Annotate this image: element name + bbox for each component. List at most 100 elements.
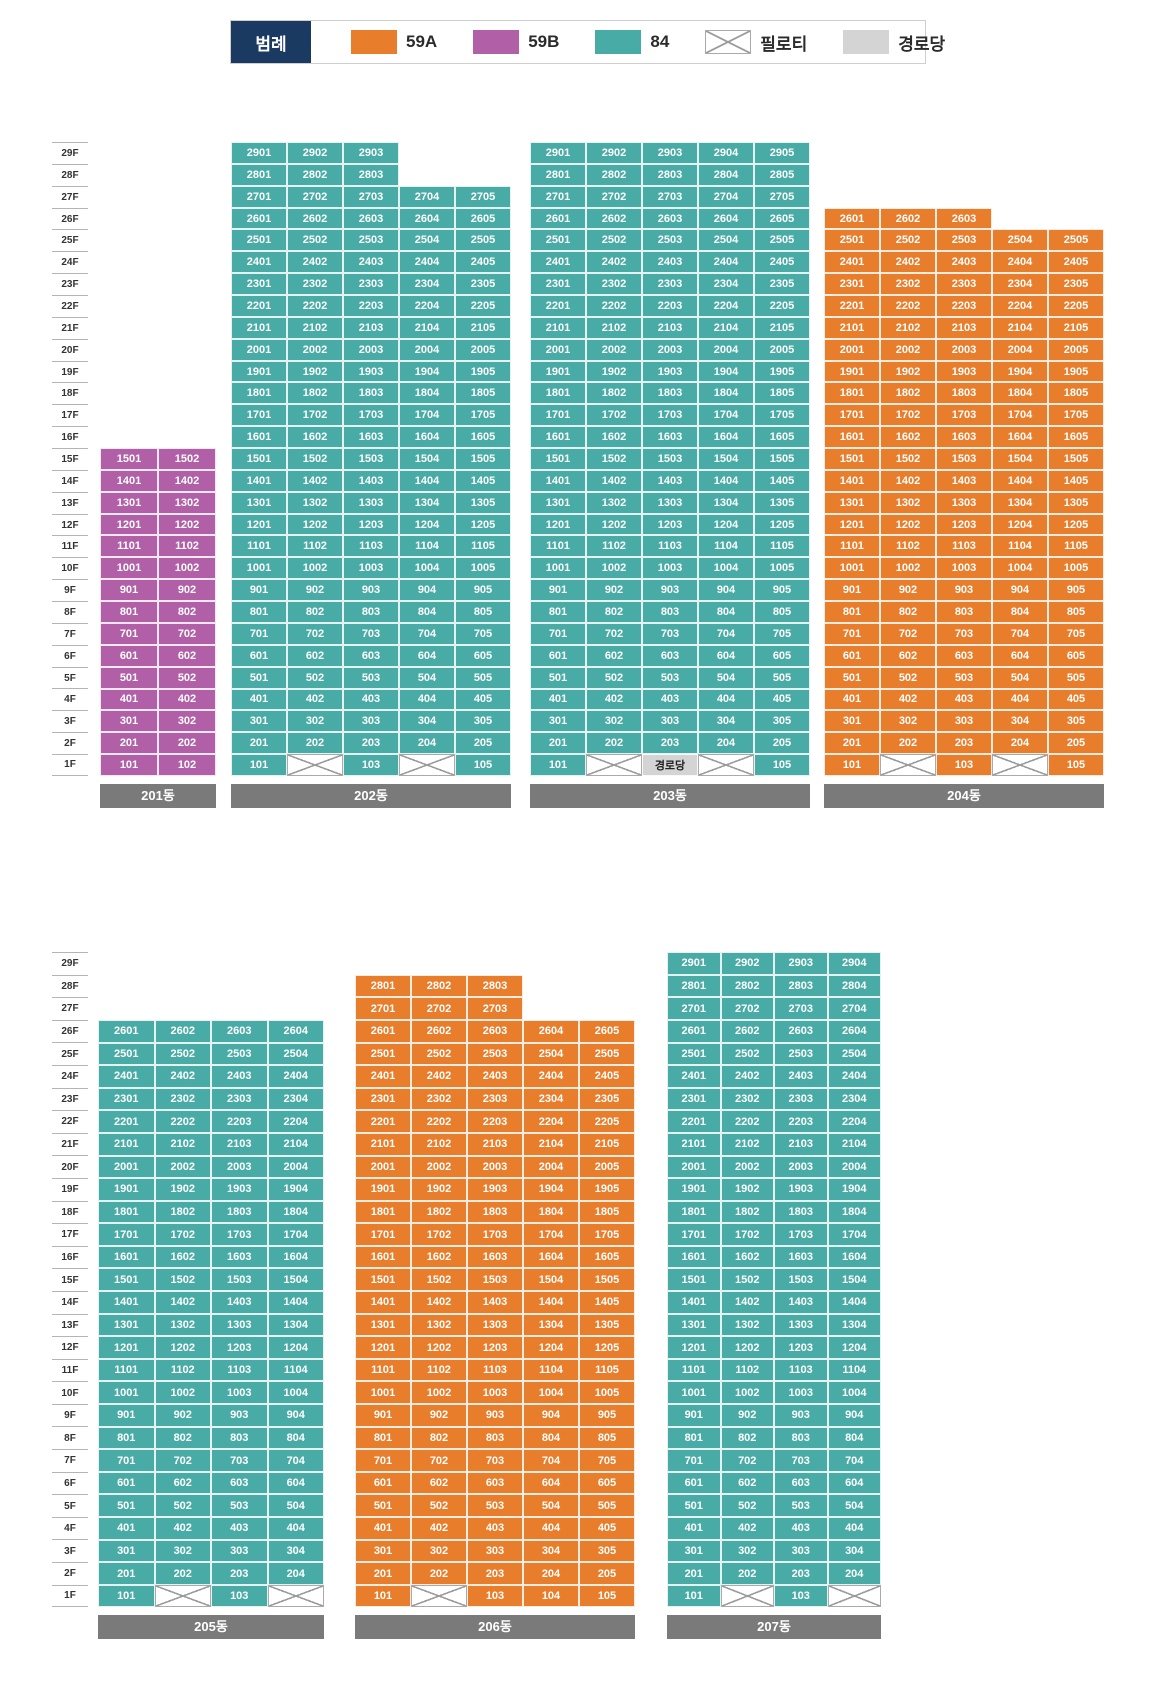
unit-cell: 1301 xyxy=(530,491,586,514)
floor-row: 201 202 203 204 205 xyxy=(231,732,511,755)
unit-cell: 1303 xyxy=(211,1313,268,1337)
unit-cell: 901 xyxy=(824,579,880,602)
floor-label: 15F xyxy=(52,1268,88,1291)
unit-cell: 2801 xyxy=(231,163,287,186)
building-label-204: 204동 xyxy=(824,783,1104,808)
unit-cell: 1404 xyxy=(399,469,455,492)
senior-center-cell: 경로당 xyxy=(642,754,698,776)
unit-cell: 304 xyxy=(399,710,455,733)
floor-label: 1F xyxy=(52,1584,88,1608)
unit-cell: 702 xyxy=(158,622,216,645)
unit-cell: 904 xyxy=(523,1404,579,1427)
unit-cell: 2504 xyxy=(827,1042,881,1066)
unit-cell: 2701 xyxy=(530,185,586,208)
unit-cell: 2901 xyxy=(667,952,721,975)
floor-row: 2501 2502 2503 2504 xyxy=(667,1042,881,1066)
unit-cell: 601 xyxy=(824,644,880,667)
unit-cell: 1003 xyxy=(467,1381,523,1405)
floor-row: 1801 1802 1803 1804 1805 xyxy=(530,382,810,405)
unit-cell: 1402 xyxy=(720,1291,774,1314)
unit-cell: 1404 xyxy=(523,1291,579,1314)
floor-row: 2801 2802 2803 xyxy=(231,163,511,186)
unit-cell: 601 xyxy=(530,644,586,667)
unit-cell: 802 xyxy=(880,601,936,623)
unit-cell: 1402 xyxy=(411,1291,467,1314)
unit-cell: 2601 xyxy=(824,207,880,230)
unit-cell: 1203 xyxy=(467,1336,523,1359)
unit-cell: 601 xyxy=(355,1471,411,1495)
unit-cell: 201 xyxy=(530,732,586,755)
floor-row: 2801 2802 2803 2804 xyxy=(667,974,881,998)
floor-label: 14F xyxy=(52,469,88,492)
unit-cell: 1305 xyxy=(1048,491,1104,514)
unit-cell: 2605 xyxy=(455,207,511,230)
unit-cell: 604 xyxy=(698,644,754,667)
unit-cell: 303 xyxy=(343,710,399,733)
unit-cell: 402 xyxy=(720,1517,774,1540)
building-label-207: 207동 xyxy=(667,1615,881,1640)
floor-row: 2501 2502 2503 2504 2505 xyxy=(824,229,1104,252)
unit-cell: 703 xyxy=(211,1449,268,1472)
floor-row: 601 602 xyxy=(100,644,216,667)
unit-cell: 1904 xyxy=(992,360,1048,383)
floor-row: 701 702 703 704 xyxy=(98,1449,324,1472)
unit-cell: 303 xyxy=(467,1539,523,1563)
unit-cell: 202 xyxy=(158,732,216,755)
unit-cell: 1004 xyxy=(827,1381,881,1405)
unit-cell: 2503 xyxy=(936,229,992,252)
unit-cell: 2005 xyxy=(579,1155,635,1179)
unit-cell: 404 xyxy=(827,1517,881,1540)
unit-cell: 1802 xyxy=(880,382,936,405)
unit-cell: 2205 xyxy=(579,1110,635,1133)
unit-cell: 1401 xyxy=(231,469,287,492)
floor-row: 2901 2902 2903 xyxy=(231,142,511,164)
unit-cell: 2102 xyxy=(880,316,936,339)
unit-cell: 2201 xyxy=(231,295,287,317)
building-label-205: 205동 xyxy=(98,1615,324,1640)
unit-cell: 1105 xyxy=(754,535,810,558)
unit-cell: 602 xyxy=(720,1471,774,1495)
unit-cell: 1205 xyxy=(754,513,810,536)
floor-row: 901 902 903 904 xyxy=(98,1404,324,1427)
unit-cell: 2404 xyxy=(523,1065,579,1088)
unit-cell: 1105 xyxy=(579,1358,635,1382)
unit-cell: 2103 xyxy=(467,1132,523,1156)
floor-label: 18F xyxy=(52,382,88,404)
unit-cell: 1403 xyxy=(774,1291,828,1314)
unit-cell: 1504 xyxy=(267,1268,324,1292)
floor-label: 19F xyxy=(52,1177,88,1201)
unit-cell: 1001 xyxy=(355,1381,411,1405)
unit-cell: 905 xyxy=(1048,579,1104,602)
unit-cell: 601 xyxy=(100,644,158,667)
unit-cell: 2602 xyxy=(720,1019,774,1043)
unit-cell: 2301 xyxy=(231,273,287,296)
unit-cell: 501 xyxy=(530,666,586,689)
floor-label: 28F xyxy=(52,974,88,998)
floor-row: 2501 2502 2503 2504 2505 xyxy=(231,229,511,252)
unit-cell: 505 xyxy=(754,666,810,689)
unit-cell: 1301 xyxy=(824,491,880,514)
unit-cell: 1302 xyxy=(158,491,216,514)
unit-cell: 204 xyxy=(267,1562,324,1585)
unit-cell: 1302 xyxy=(880,491,936,514)
unit-cell: 1602 xyxy=(720,1245,774,1269)
unit-cell: 2203 xyxy=(642,295,698,317)
unit-cell: 2503 xyxy=(774,1042,828,1066)
floor-row: 1001 1002 1003 1004 1005 xyxy=(824,557,1104,580)
floor-row: 301 302 303 304 305 xyxy=(355,1539,635,1563)
unit-cell: 1104 xyxy=(267,1358,324,1382)
unit-cell: 2105 xyxy=(1048,316,1104,339)
unit-cell: 1401 xyxy=(530,469,586,492)
unit-cell: 801 xyxy=(231,601,287,623)
piloti-cell xyxy=(698,754,754,776)
unit-cell: 2102 xyxy=(287,316,343,339)
unit-cell: 1601 xyxy=(667,1245,721,1269)
unit-cell: 1902 xyxy=(287,360,343,383)
unit-cell: 1304 xyxy=(827,1313,881,1337)
unit-cell: 604 xyxy=(399,644,455,667)
unit-cell: 2401 xyxy=(231,251,287,274)
legend-item-senior: 경로당 xyxy=(843,30,945,55)
unit-cell: 1301 xyxy=(98,1313,155,1337)
floor-row: 301 302 303 304 305 xyxy=(824,710,1104,733)
floor-label: 21F xyxy=(52,316,88,339)
